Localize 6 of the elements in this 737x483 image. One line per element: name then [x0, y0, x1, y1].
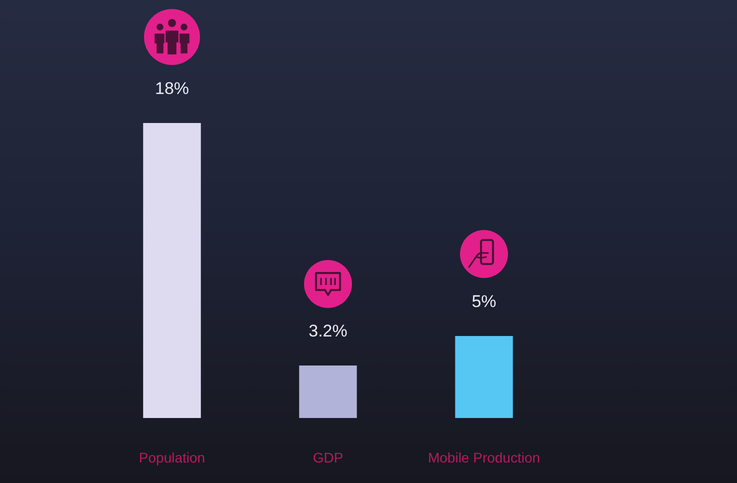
- x-tick-label: GDP: [312, 450, 344, 466]
- x-tick-label: Mobile Production: [428, 450, 540, 466]
- data-label: 5%: [472, 292, 496, 312]
- data-label: 18%: [154, 79, 190, 98]
- x-tick-label: Population: [138, 450, 206, 466]
- data-label: 3.2%: [308, 322, 348, 341]
